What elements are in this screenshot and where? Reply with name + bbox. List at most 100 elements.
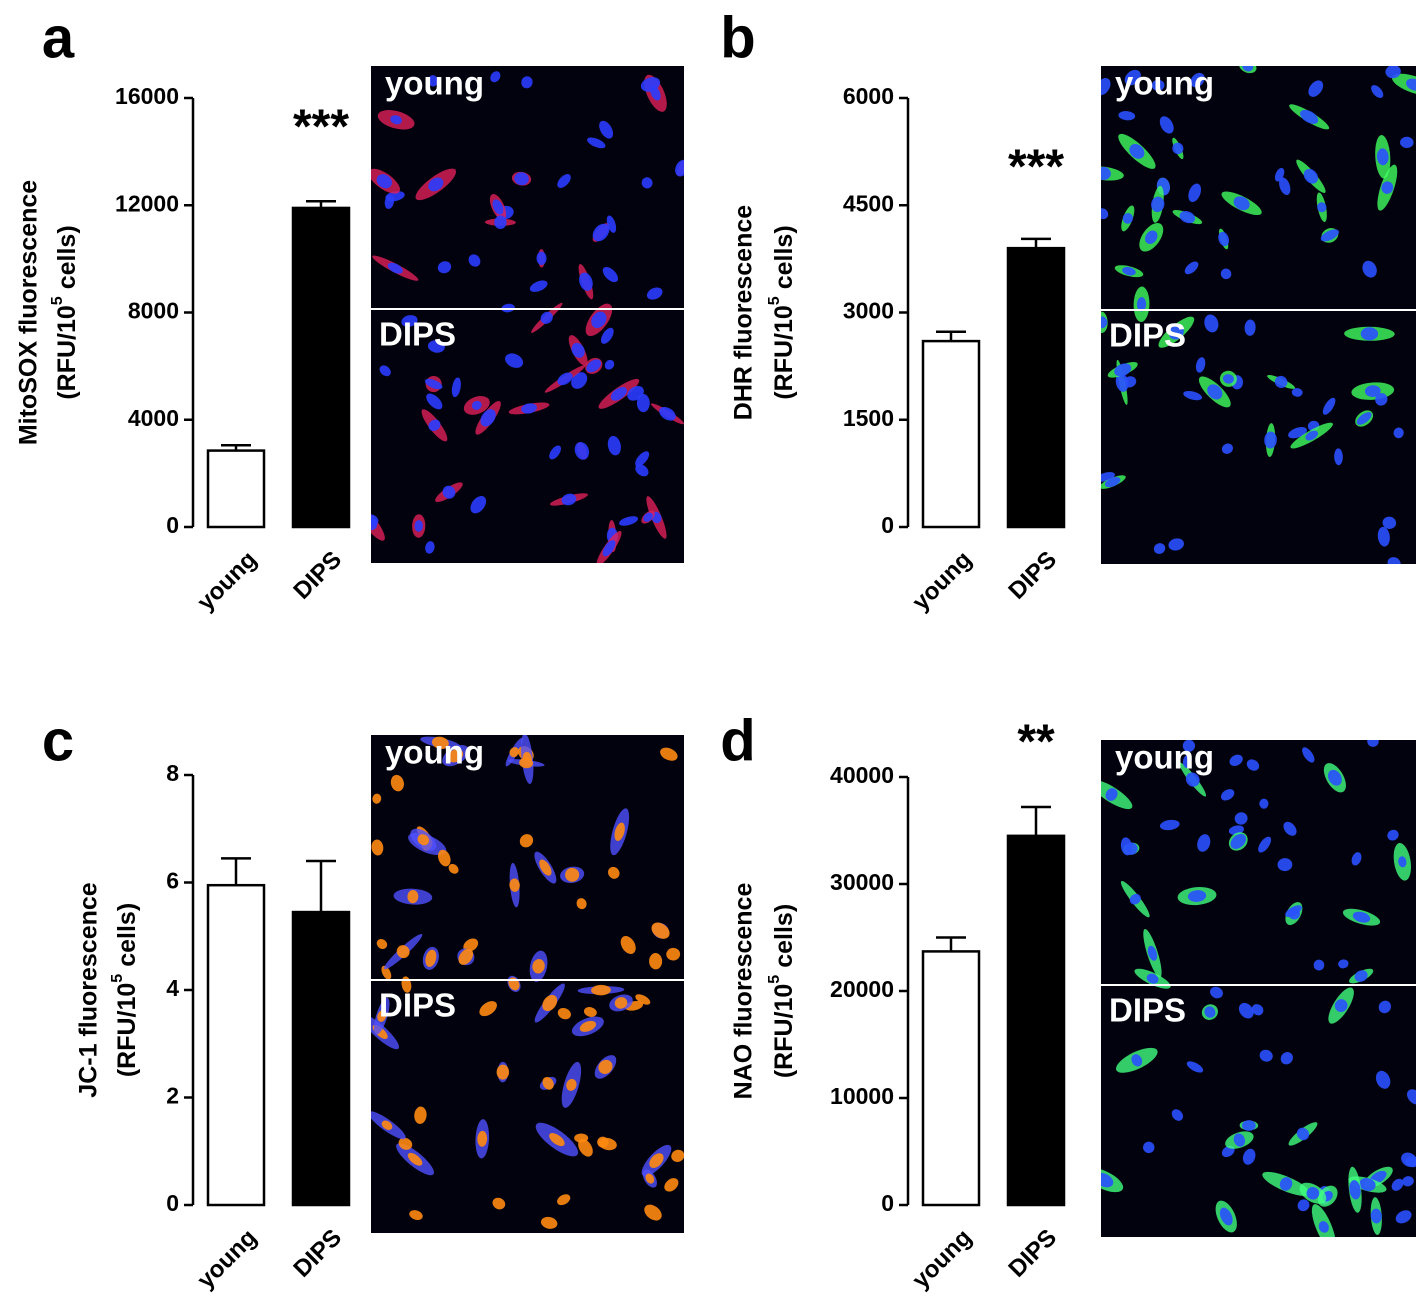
bar — [291, 206, 351, 529]
nucleus — [1402, 1176, 1414, 1187]
nucleus — [490, 71, 501, 83]
y-axis-label: DHR fluorescence — [730, 205, 758, 420]
nucleus — [604, 359, 615, 370]
nucleus — [1220, 268, 1232, 280]
nucleus — [666, 947, 681, 961]
nucleus — [390, 774, 404, 792]
nucleus — [1274, 375, 1288, 388]
nucleus — [1246, 759, 1260, 771]
unit-text: cells) — [113, 903, 141, 967]
unit-text: cells) — [770, 225, 798, 289]
nucleus — [620, 936, 636, 954]
nucleus — [549, 1133, 565, 1147]
image-background — [1101, 740, 1416, 1237]
nucleus — [1303, 168, 1319, 184]
y-tick-label: 16000 — [115, 83, 179, 109]
bar — [206, 449, 266, 529]
unit-text: (RFU/10 — [53, 305, 81, 399]
nucleus — [471, 400, 482, 410]
nucleus — [1306, 1187, 1320, 1200]
nucleus — [1259, 798, 1269, 809]
nucleus — [565, 867, 580, 882]
unit-text: (RFU/10 — [770, 305, 798, 399]
nucleus — [1183, 390, 1203, 401]
nucleus — [571, 342, 585, 358]
nucleus — [417, 834, 430, 846]
nucleus — [428, 75, 439, 87]
nucleus — [519, 834, 534, 848]
x-tick-label: young — [907, 546, 977, 616]
nucleus — [1280, 1052, 1293, 1065]
nucleus — [371, 839, 384, 856]
nucleus — [1313, 959, 1325, 971]
nucleus — [608, 866, 620, 879]
nucleus — [600, 327, 614, 344]
nucleus — [1297, 1199, 1310, 1212]
unit-exponent: 5 — [766, 975, 783, 984]
nucleus — [1387, 829, 1399, 841]
nucleus — [1279, 177, 1291, 196]
nucleus — [1101, 78, 1111, 96]
y-axis-label: MitoSOX fluorescence — [15, 180, 43, 445]
nucleus — [1233, 196, 1250, 211]
nucleus — [1400, 136, 1414, 149]
nucleus — [649, 953, 663, 970]
nucleus — [675, 159, 684, 177]
nucleus — [1385, 66, 1401, 79]
nucleus — [496, 1064, 510, 1080]
nucleus — [1151, 196, 1165, 213]
nucleus — [557, 1007, 571, 1020]
nucleus — [536, 251, 547, 266]
nucleus — [614, 822, 625, 842]
nucleus — [1182, 740, 1196, 752]
bar — [1006, 834, 1066, 1207]
nucleus — [1338, 959, 1349, 969]
nucleus — [425, 949, 437, 967]
nucleus — [428, 419, 441, 432]
nucleus — [1105, 788, 1118, 801]
nucleus — [1308, 80, 1324, 97]
nucleus — [492, 1197, 506, 1210]
nucleus — [1159, 116, 1174, 134]
nucleus — [561, 493, 577, 506]
nucleus — [1354, 970, 1368, 982]
nucleus — [614, 997, 628, 1009]
nucleus — [371, 514, 379, 526]
nucleus — [542, 1076, 554, 1090]
nucleus — [1251, 1004, 1264, 1016]
nucleus — [1291, 388, 1303, 397]
nucleus — [447, 748, 464, 763]
nucleus — [659, 406, 676, 421]
nucleus — [1334, 999, 1348, 1013]
micrograph: young DIPS — [1101, 65, 1416, 564]
nucleus — [1101, 166, 1111, 180]
y-tick-label: 40000 — [830, 762, 894, 788]
nucleus — [1101, 1172, 1114, 1188]
nucleus — [539, 859, 552, 876]
nucleus — [1120, 837, 1133, 856]
nucleus — [385, 191, 405, 202]
nucleus — [1391, 1178, 1404, 1191]
nucleus — [377, 1010, 387, 1022]
y-tick-label: 4500 — [843, 190, 894, 216]
nucleus — [1101, 316, 1108, 329]
nucleus — [645, 1173, 655, 1184]
micrograph: young DIPS — [371, 734, 684, 1233]
nucleus — [1131, 1054, 1143, 1067]
nucleus — [1147, 945, 1158, 961]
y-tick-label: 4000 — [128, 405, 179, 431]
nucleus — [1118, 111, 1136, 121]
nucleus — [579, 1020, 597, 1032]
nucleus — [529, 280, 548, 292]
y-tick-label: 12000 — [115, 190, 179, 216]
image-label: DIPS — [379, 316, 456, 353]
nucleus — [427, 340, 445, 353]
nucleus — [407, 889, 419, 904]
nucleus — [1258, 836, 1272, 853]
nucleus — [574, 442, 590, 460]
nucleus — [376, 939, 388, 950]
nucleus — [509, 747, 519, 758]
nucleus — [1362, 260, 1377, 278]
nucleus — [641, 177, 653, 189]
